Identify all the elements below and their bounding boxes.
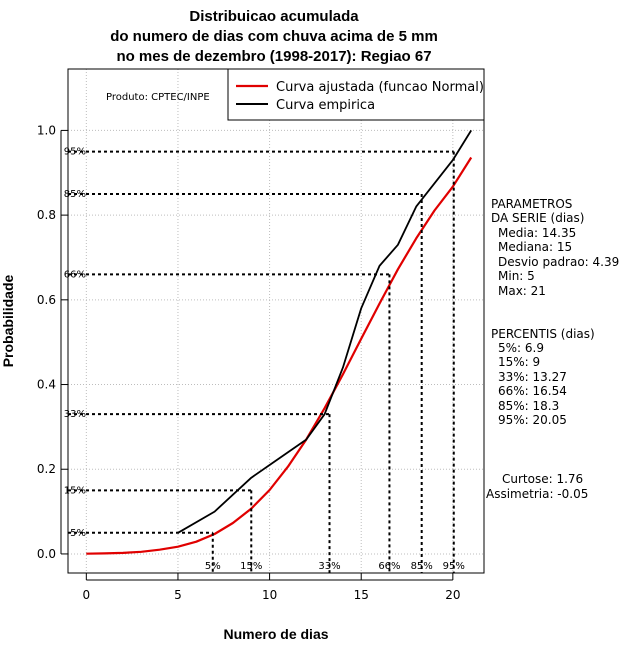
params-mean: Media: 14.35: [498, 226, 576, 240]
chart-title-line-2: do numero de dias com chuva acima de 5 m…: [110, 28, 438, 45]
y-tick-label: 0.6: [37, 293, 56, 307]
percentile-label-y: 33%: [64, 409, 86, 420]
percentile-value-85: 85%: 18.3: [498, 399, 559, 413]
percentile-value-5: 5%: 6.9: [498, 341, 544, 355]
percentile-label-x: 95%: [443, 561, 465, 572]
shape-stats: Curtose: 1.76 Assimetria: -0.05: [486, 472, 588, 501]
x-tick-label: 20: [445, 588, 460, 602]
percentile-label-y: 15%: [64, 485, 86, 496]
y-tick-label: 0.2: [37, 462, 56, 476]
x-tick-label: 15: [354, 588, 369, 602]
fitted-normal-curve: [86, 156, 473, 555]
percentile-value-66: 66%: 16.54: [498, 384, 567, 398]
percentile-value-33: 33%: 13.27: [498, 370, 567, 384]
percentiles-panel: PERCENTIS (dias) 5%: 6.9 15%: 9 33%: 13.…: [491, 327, 595, 427]
legend-label-fitted: Curva ajustada (funcao Normal): [276, 80, 484, 95]
legend-label-empirical: Curva empirica: [276, 98, 375, 113]
percentile-value-15: 15%: 9: [498, 355, 540, 369]
x-axis-title: Numero de dias: [223, 626, 328, 642]
chart-title: Distribuicao acumulada do numero de dias…: [110, 8, 438, 65]
percentile-label-x: 15%: [240, 561, 262, 572]
empirical-curve: [177, 129, 472, 534]
percentile-label-y: 66%: [64, 269, 86, 280]
params-min: Min: 5: [498, 269, 535, 283]
params-max: Max: 21: [498, 284, 546, 298]
percentile-label-x: 66%: [378, 561, 400, 572]
percentile-value-95: 95%: 20.05: [498, 413, 567, 427]
x-tick-label: 0: [83, 588, 91, 602]
y-tick-label: 0.8: [37, 208, 56, 222]
percentiles-title: PERCENTIS (dias): [491, 327, 595, 341]
y-axis: 0.0 0.2 0.4 0.6 0.8 1.0: [37, 123, 68, 561]
chart-title-line-3: no mes de dezembro (1998-2017): Regiao 6…: [116, 48, 431, 65]
y-tick-label: 0.4: [37, 378, 56, 392]
percentile-guides: 5% 5% 15% 15% 33% 33% 66% 66% 85% 85% 95% 95%: [64, 147, 465, 573]
y-tick-label: 1.0: [37, 123, 56, 137]
params-title-line-1: PARAMETROS: [491, 197, 572, 211]
params-title-line-2: DA SERIE (dias): [491, 211, 584, 225]
percentile-label-x: 33%: [318, 561, 340, 572]
y-tick-label: 0.0: [37, 547, 56, 561]
percentile-label-x: 85%: [411, 561, 433, 572]
percentile-label-y: 85%: [64, 189, 86, 200]
legend: Curva ajustada (funcao Normal) Curva emp…: [227, 68, 485, 121]
legend-box: [227, 68, 485, 121]
skewness-value: Assimetria: -0.05: [486, 487, 588, 501]
params-median: Mediana: 15: [498, 240, 572, 254]
source-note: Produto: CPTEC/INPE: [106, 92, 210, 103]
x-tick-label: 10: [262, 588, 277, 602]
params-stddev: Desvio padrao: 4.39: [498, 255, 619, 269]
parameters-panel: PARAMETROS DA SERIE (dias) Media: 14.35 …: [491, 197, 619, 298]
y-axis-title: Probabilidade: [0, 275, 16, 368]
percentile-label-y: 95%: [64, 147, 86, 158]
x-tick-label: 5: [174, 588, 182, 602]
chart-title-line-1: Distribuicao acumulada: [189, 8, 359, 25]
kurtosis-value: Curtose: 1.76: [502, 472, 583, 486]
series-layer: [86, 129, 473, 555]
percentile-label-x: 5%: [205, 561, 221, 572]
x-axis: 0 5 10 15 20: [83, 573, 460, 602]
percentile-label-y: 5%: [70, 528, 86, 539]
